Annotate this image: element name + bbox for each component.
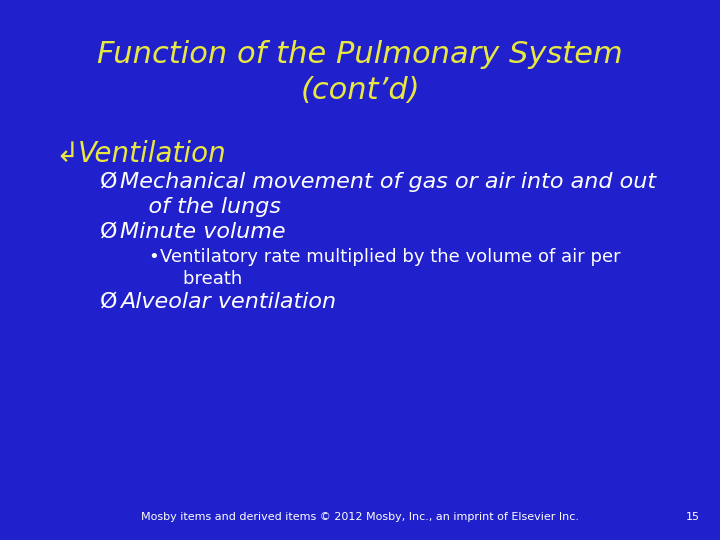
- Text: Ø: Ø: [100, 292, 117, 312]
- Text: •: •: [148, 248, 158, 266]
- Text: ↲: ↲: [55, 140, 78, 168]
- Text: Ventilatory rate multiplied by the volume of air per
    breath: Ventilatory rate multiplied by the volum…: [160, 248, 621, 288]
- Text: Ø: Ø: [100, 222, 117, 242]
- Text: Minute volume: Minute volume: [120, 222, 286, 242]
- Text: Ø: Ø: [100, 172, 117, 192]
- Text: Alveolar ventilation: Alveolar ventilation: [120, 292, 336, 312]
- Text: 15: 15: [686, 512, 700, 522]
- Text: Function of the Pulmonary System
(cont’d): Function of the Pulmonary System (cont’d…: [97, 40, 623, 105]
- Text: Mosby items and derived items © 2012 Mosby, Inc., an imprint of Elsevier Inc.: Mosby items and derived items © 2012 Mos…: [141, 512, 579, 522]
- Text: Mechanical movement of gas or air into and out
    of the lungs: Mechanical movement of gas or air into a…: [120, 172, 656, 217]
- Text: Ventilation: Ventilation: [78, 140, 227, 168]
